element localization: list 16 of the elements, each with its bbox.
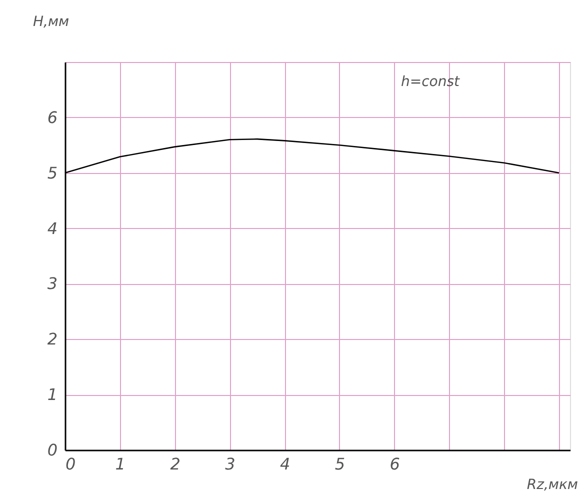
x-tick-label: 5 [334,454,346,474]
y-tick-label: 4 [47,218,58,238]
y-axis-title: H,мм [33,14,70,30]
y-tick-label: 5 [47,163,58,182]
x-tick-label: 2 [170,454,180,474]
x-tick-label: 6 [390,454,400,474]
y-tick-label: 6 [47,108,58,127]
y-tick-label: 0 [47,440,58,460]
x-tick-label: 0 [66,454,76,474]
y-tick-label: 2 [47,330,58,349]
x-tick-label: 4 [280,454,290,474]
x-tick-label: 3 [225,454,236,474]
x-axis-title: Rz,мкм [526,477,578,493]
y-tick-label: 3 [47,274,58,294]
x-tick-label: 1 [115,454,126,474]
y-tick-label: 1 [47,385,58,404]
